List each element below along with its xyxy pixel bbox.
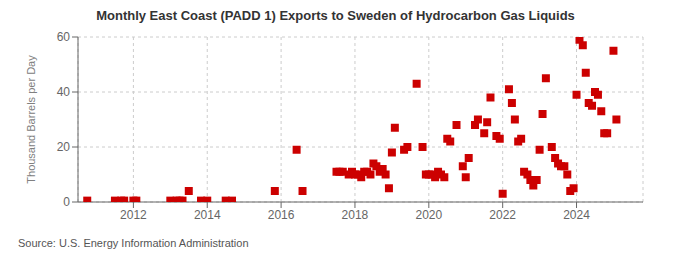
svg-text:2018: 2018: [342, 208, 369, 222]
svg-text:2016: 2016: [268, 208, 295, 222]
svg-text:2022: 2022: [489, 208, 516, 222]
svg-text:2024: 2024: [563, 208, 590, 222]
svg-text:0: 0: [63, 195, 70, 209]
svg-text:20: 20: [57, 140, 71, 154]
svg-text:2012: 2012: [120, 208, 147, 222]
svg-text:2014: 2014: [194, 208, 221, 222]
svg-text:60: 60: [57, 30, 71, 44]
html-text:Monthly East Coast (PADD 1) Ex: Monthly East Coast (PADD 1) Exports to S…: [96, 8, 575, 23]
html-text:Source: U.S. Energy Informatio: Source: U.S. Energy Information Administ…: [18, 237, 249, 249]
svg-text:Thousand Barrels per Day: Thousand Barrels per Day: [25, 55, 37, 184]
svg-text:2020: 2020: [415, 208, 442, 222]
svg-text:40: 40: [57, 85, 71, 99]
